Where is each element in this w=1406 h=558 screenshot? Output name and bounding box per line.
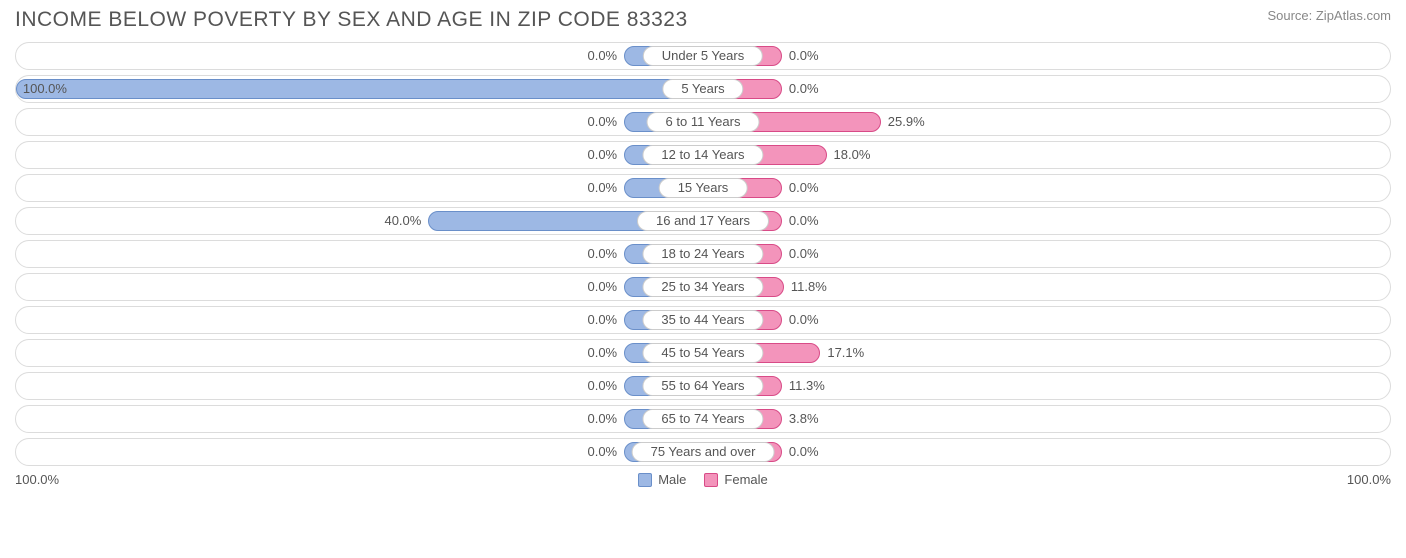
- chart-footer: 100.0% Male Female 100.0%: [15, 472, 1391, 487]
- value-label-male: 40.0%: [384, 208, 421, 236]
- value-label-female: 11.8%: [791, 274, 827, 302]
- category-label: 15 Years: [659, 178, 748, 198]
- value-label-male: 0.0%: [587, 241, 617, 269]
- value-label-female: 0.0%: [789, 241, 819, 269]
- value-label-female: 18.0%: [834, 142, 871, 170]
- value-label-female: 0.0%: [789, 43, 819, 71]
- value-label-female: 0.0%: [789, 439, 819, 467]
- diverging-bar-chart: 0.0% 0.0% Under 5 Years 100.0% 0.0% 5 Years 0.…: [15, 42, 1391, 466]
- value-label-male: 0.0%: [587, 109, 617, 137]
- chart-row: 0.0% 3.8% 65 to 74 Years: [15, 405, 1391, 433]
- value-label-male: 0.0%: [587, 439, 617, 467]
- value-label-male: 0.0%: [587, 340, 617, 368]
- value-label-male: 0.0%: [587, 406, 617, 434]
- category-label: 12 to 14 Years: [642, 145, 763, 165]
- category-label: Under 5 Years: [643, 46, 763, 66]
- category-label: 45 to 54 Years: [642, 343, 763, 363]
- chart-row: 0.0% 17.1% 45 to 54 Years: [15, 339, 1391, 367]
- category-label: 25 to 34 Years: [642, 277, 763, 297]
- chart-row: 0.0% 0.0% 15 Years: [15, 174, 1391, 202]
- value-label-male: 0.0%: [587, 373, 617, 401]
- value-label-male: 0.0%: [587, 274, 617, 302]
- chart-row: 100.0% 0.0% 5 Years: [15, 75, 1391, 103]
- axis-right-label: 100.0%: [1347, 472, 1391, 487]
- legend-label-female: Female: [724, 472, 767, 487]
- value-label-female: 11.3%: [789, 373, 825, 401]
- value-label-male: 0.0%: [587, 307, 617, 335]
- chart-row: 0.0% 18.0% 12 to 14 Years: [15, 141, 1391, 169]
- value-label-female: 25.9%: [888, 109, 925, 137]
- category-label: 55 to 64 Years: [642, 376, 763, 396]
- chart-header: INCOME BELOW POVERTY BY SEX AND AGE IN Z…: [15, 8, 1391, 32]
- legend-item-male: Male: [638, 472, 686, 487]
- value-label-female: 0.0%: [789, 307, 819, 335]
- legend-swatch-female: [704, 473, 718, 487]
- category-label: 6 to 11 Years: [647, 112, 760, 132]
- category-label: 18 to 24 Years: [642, 244, 763, 264]
- value-label-female: 0.0%: [789, 76, 819, 104]
- axis-left-label: 100.0%: [15, 472, 59, 487]
- chart-row: 0.0% 0.0% Under 5 Years: [15, 42, 1391, 70]
- chart-row: 40.0% 0.0% 16 and 17 Years: [15, 207, 1391, 235]
- value-label-male: 100.0%: [23, 76, 67, 104]
- chart-row: 0.0% 25.9% 6 to 11 Years: [15, 108, 1391, 136]
- value-label-male: 0.0%: [587, 175, 617, 203]
- chart-source: Source: ZipAtlas.com: [1267, 8, 1391, 23]
- chart-row: 0.0% 0.0% 75 Years and over: [15, 438, 1391, 466]
- chart-row: 0.0% 11.8% 25 to 34 Years: [15, 273, 1391, 301]
- chart-row: 0.0% 0.0% 35 to 44 Years: [15, 306, 1391, 334]
- value-label-male: 0.0%: [587, 43, 617, 71]
- category-label: 5 Years: [662, 79, 743, 99]
- bar-male: [16, 79, 703, 99]
- value-label-female: 3.8%: [789, 406, 819, 434]
- legend-swatch-male: [638, 473, 652, 487]
- chart-row: 0.0% 11.3% 55 to 64 Years: [15, 372, 1391, 400]
- value-label-female: 17.1%: [827, 340, 864, 368]
- category-label: 16 and 17 Years: [637, 211, 769, 231]
- legend: Male Female: [638, 472, 768, 487]
- chart-row: 0.0% 0.0% 18 to 24 Years: [15, 240, 1391, 268]
- category-label: 35 to 44 Years: [642, 310, 763, 330]
- chart-title: INCOME BELOW POVERTY BY SEX AND AGE IN Z…: [15, 8, 688, 32]
- value-label-female: 0.0%: [789, 208, 819, 236]
- value-label-male: 0.0%: [587, 142, 617, 170]
- legend-item-female: Female: [704, 472, 767, 487]
- category-label: 75 Years and over: [632, 442, 775, 462]
- legend-label-male: Male: [658, 472, 686, 487]
- value-label-female: 0.0%: [789, 175, 819, 203]
- category-label: 65 to 74 Years: [642, 409, 763, 429]
